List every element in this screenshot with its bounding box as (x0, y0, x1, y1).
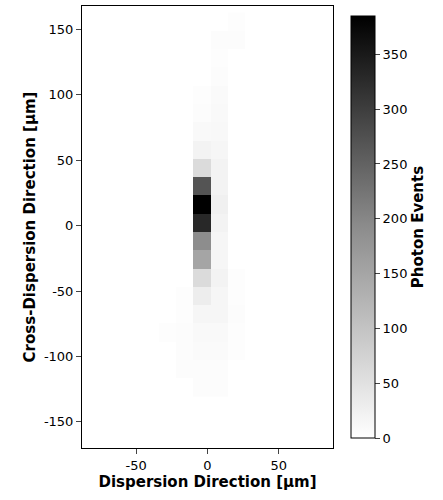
svg-text:Dispersion Direction [µm]: Dispersion Direction [µm] (98, 473, 316, 491)
svg-text:50: 50 (271, 458, 288, 473)
svg-text:Photon Events: Photon Events (409, 166, 427, 288)
svg-text:-50: -50 (126, 458, 147, 473)
svg-text:-100: -100 (44, 349, 74, 364)
svg-text:100: 100 (383, 321, 408, 336)
svg-text:50: 50 (57, 153, 74, 168)
svg-text:350: 350 (383, 47, 408, 62)
svg-text:0: 0 (383, 431, 391, 446)
svg-text:300: 300 (383, 102, 408, 117)
svg-text:Cross-Dispersion Direction [µm: Cross-Dispersion Direction [µm] (21, 92, 39, 363)
svg-text:-50: -50 (52, 284, 73, 299)
svg-text:0: 0 (203, 458, 211, 473)
svg-text:150: 150 (383, 266, 408, 281)
svg-text:250: 250 (383, 157, 408, 172)
svg-text:0: 0 (65, 218, 73, 233)
svg-text:150: 150 (49, 22, 74, 37)
svg-text:50: 50 (383, 376, 400, 391)
svg-text:200: 200 (383, 211, 408, 226)
svg-text:-150: -150 (44, 414, 74, 429)
svg-text:100: 100 (49, 87, 74, 102)
